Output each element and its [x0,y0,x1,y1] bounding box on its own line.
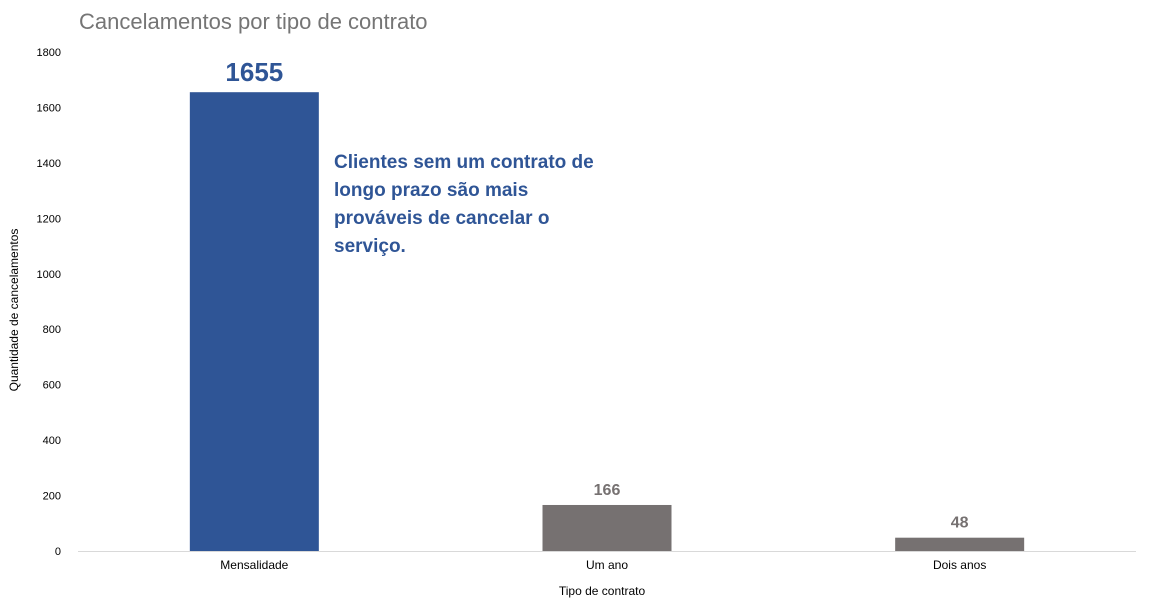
bar [895,537,1025,551]
y-tick-label: 1800 [37,47,61,59]
y-tick-label: 600 [43,380,61,392]
y-axis-ticks: 0 200 400 600 800 1000 1200 1400 1600 1800 [37,47,61,558]
y-tick-label: 1600 [37,102,61,114]
y-tick-label: 800 [43,324,61,336]
y-tick-label: 0 [55,546,61,558]
bar-value-label: 48 [951,515,969,532]
bar [189,92,319,552]
x-axis-ticks: Mensalidade Um ano Dois anos [220,558,986,572]
bar-value-label: 1655 [225,57,283,87]
y-tick-label: 400 [43,435,61,447]
x-axis-label: Tipo de contrato [559,584,646,598]
bars: 1655 166 48 [189,57,1025,552]
x-tick-label: Mensalidade [220,558,288,572]
chart-title: Cancelamentos por tipo de contrato [79,9,428,34]
y-tick-label: 1000 [37,269,61,281]
x-tick-label: Um ano [586,558,628,572]
annotation-text: Clientes sem um contrato de longo prazo … [334,152,594,257]
y-tick-label: 200 [43,491,61,503]
bar-value-label: 166 [594,482,621,499]
bar [542,504,672,551]
x-tick-label: Dois anos [933,558,986,572]
y-axis-label: Quantidade de cancelamentos [7,229,21,392]
y-tick-label: 1200 [37,213,61,225]
y-tick-label: 1400 [37,158,61,170]
